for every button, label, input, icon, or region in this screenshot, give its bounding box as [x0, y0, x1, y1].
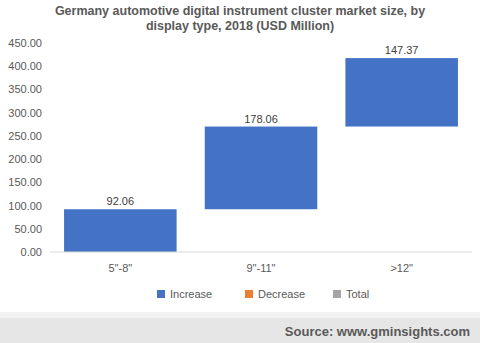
footer-band: [0, 318, 480, 343]
x-tick-label: >12": [390, 262, 413, 274]
footer-divider: [0, 312, 480, 318]
y-tick-label: 50.00: [14, 223, 42, 235]
bars: [64, 58, 458, 252]
bar: [345, 58, 458, 126]
bar: [64, 209, 177, 252]
tick-mark: [47, 205, 50, 206]
legend-swatch: [333, 290, 341, 298]
chart: Germany automotive digital instrument cl…: [0, 0, 480, 343]
source: Source: www.gminsights.com: [285, 324, 470, 339]
legend-label: Decrease: [258, 288, 305, 300]
x-axis-line: [50, 252, 472, 253]
tick-mark: [47, 228, 50, 229]
legend-label: Increase: [170, 288, 212, 300]
y-tick-label: 350.00: [8, 83, 42, 95]
y-tick-label: 300.00: [8, 107, 42, 119]
data-label: 92.06: [107, 195, 135, 207]
title-line: Germany automotive digital instrument cl…: [55, 4, 425, 18]
legend-label: Total: [346, 288, 369, 300]
tick-mark: [47, 159, 50, 160]
title-text: Germany automotive digital instrument cl…: [55, 4, 425, 33]
footer: Source: www.gminsights.com: [0, 312, 480, 343]
title-line: display type, 2018 (USD Million): [146, 19, 334, 33]
y-tick-label: 400.00: [8, 60, 42, 72]
tick-mark: [47, 252, 50, 253]
x-tick-label: 9"-11": [246, 262, 275, 274]
bar: [205, 127, 318, 210]
tick-mark: [47, 182, 50, 183]
data-labels: 92.06 178.06 147.37: [107, 44, 419, 207]
y-tick-label: 0.00: [21, 246, 42, 258]
tick-mark: [47, 66, 50, 67]
y-tick-label: 450.00: [8, 37, 42, 49]
x-axis: 5"-8" 9"-11" >12": [50, 252, 472, 274]
data-label: 147.37: [385, 44, 419, 56]
y-tick-label: 250.00: [8, 130, 42, 142]
title: Germany automotive digital instrument cl…: [55, 4, 425, 33]
y-tick-label: 200.00: [8, 153, 42, 165]
y-tick-label: 150.00: [8, 176, 42, 188]
legend-swatch: [157, 290, 165, 298]
x-tick-label: 5"-8": [108, 262, 132, 274]
legend-swatch: [245, 290, 253, 298]
legend: Increase Decrease Total: [157, 288, 369, 300]
tick-mark: [47, 89, 50, 90]
data-label: 178.06: [244, 113, 278, 125]
tick-mark: [47, 135, 50, 136]
y-axis: 0.00 50.00 100.00 150.00 200.00 250.00 300.00 3…: [8, 37, 50, 258]
tick-mark: [47, 43, 50, 44]
tick-mark: [47, 112, 50, 113]
y-tick-label: 100.00: [8, 200, 42, 212]
